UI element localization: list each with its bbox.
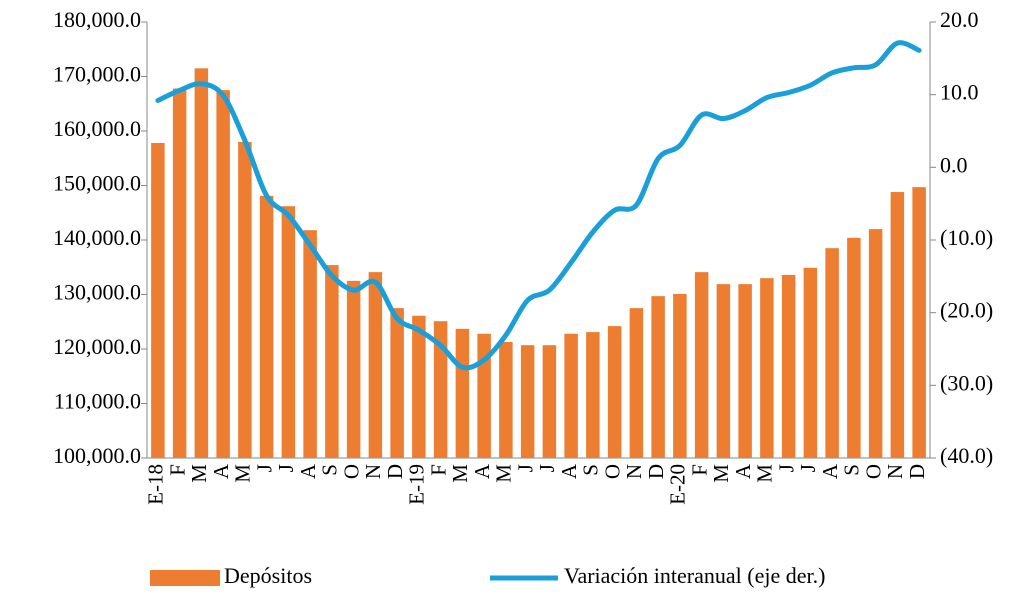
bar bbox=[564, 333, 578, 458]
line bbox=[155, 40, 922, 371]
bar bbox=[520, 345, 535, 458]
x-tick-label: J bbox=[252, 464, 276, 472]
bar bbox=[194, 68, 209, 458]
y-tick-label: 100,000.0 bbox=[53, 443, 141, 468]
x-tick-label: J bbox=[274, 464, 298, 472]
x-tick-label: D bbox=[383, 464, 407, 479]
bar bbox=[607, 326, 622, 458]
x-tick-label: M bbox=[709, 464, 733, 483]
x-tick-label: S bbox=[840, 464, 864, 476]
x-tick-label: A bbox=[818, 463, 842, 479]
x-tick-label: O bbox=[861, 464, 885, 479]
bar bbox=[216, 90, 230, 458]
bar bbox=[890, 192, 905, 459]
bar bbox=[346, 280, 361, 458]
x-tick-label: E-19 bbox=[405, 464, 429, 505]
y-tick-label: 180,000.0 bbox=[53, 7, 141, 32]
bar bbox=[868, 229, 883, 458]
x-tick-label: M bbox=[492, 464, 516, 483]
bar bbox=[716, 284, 731, 458]
bar bbox=[455, 328, 470, 458]
bar bbox=[847, 237, 861, 458]
x-tick-label: A bbox=[296, 463, 320, 479]
x-tick-label: S bbox=[318, 464, 342, 476]
legend-swatch bbox=[150, 570, 220, 586]
x-tick-label: O bbox=[600, 464, 624, 479]
bar bbox=[303, 230, 317, 458]
y-tick-label: 140,000.0 bbox=[53, 225, 141, 250]
x-tick-label: F bbox=[426, 464, 450, 476]
bar bbox=[151, 142, 165, 459]
bar bbox=[738, 284, 752, 458]
x-tick-label: E-18 bbox=[144, 464, 168, 505]
x-tick-label: A bbox=[557, 463, 581, 479]
x-tick-label: F bbox=[165, 464, 189, 476]
x-tick-label: A bbox=[209, 463, 233, 479]
bar bbox=[368, 272, 383, 458]
bar bbox=[499, 341, 513, 458]
x-tick-label: N bbox=[883, 464, 907, 479]
x-tick-label: A bbox=[470, 463, 494, 479]
bar bbox=[825, 248, 839, 458]
bar bbox=[433, 321, 448, 458]
x-tick-label: J bbox=[535, 464, 559, 472]
bar bbox=[259, 195, 274, 459]
x-tick-label: M bbox=[231, 464, 255, 483]
bar bbox=[586, 332, 600, 458]
legend-label: Variación interanual (eje der.) bbox=[564, 563, 825, 588]
y-tick-label: 160,000.0 bbox=[53, 116, 141, 141]
x-tick-label: S bbox=[579, 464, 603, 476]
bar bbox=[694, 272, 709, 458]
x-tick-label: D bbox=[644, 464, 668, 479]
bar bbox=[629, 308, 644, 458]
y-tick-label: 110,000.0 bbox=[54, 389, 141, 414]
y2-tick-label: 0.0 bbox=[940, 152, 968, 177]
bar bbox=[281, 206, 296, 458]
x-tick-label: D bbox=[905, 464, 929, 479]
x-tick-label: J bbox=[513, 464, 537, 472]
bar bbox=[673, 293, 687, 458]
y2-tick-label: 20.0 bbox=[940, 7, 979, 32]
x-tick-label: J bbox=[796, 464, 820, 472]
legend-label: Depósitos bbox=[224, 563, 312, 588]
x-tick-label: M bbox=[448, 464, 472, 483]
bar bbox=[238, 141, 252, 458]
x-tick-label: F bbox=[687, 464, 711, 476]
bar bbox=[781, 274, 796, 458]
x-tick-label: M bbox=[187, 464, 211, 483]
bar bbox=[325, 265, 339, 458]
x-tick-label: O bbox=[339, 464, 363, 479]
x-tick-label: J bbox=[774, 464, 798, 472]
x-tick-label: A bbox=[731, 463, 755, 479]
y2-tick-label: (20.0) bbox=[940, 298, 993, 323]
bar bbox=[651, 296, 665, 458]
bar bbox=[412, 315, 426, 458]
bar bbox=[760, 278, 774, 458]
bar bbox=[390, 308, 404, 458]
x-tick-label: M bbox=[753, 464, 777, 483]
y2-tick-label: 10.0 bbox=[940, 80, 979, 105]
y-tick-label: 120,000.0 bbox=[53, 334, 141, 359]
y2-tick-label: (30.0) bbox=[940, 370, 993, 395]
bar bbox=[542, 345, 557, 458]
bar bbox=[912, 187, 926, 458]
y-tick-label: 130,000.0 bbox=[53, 280, 141, 305]
x-tick-label: N bbox=[622, 464, 646, 479]
bar bbox=[803, 267, 818, 458]
y2-tick-label: (40.0) bbox=[940, 443, 993, 468]
bar bbox=[172, 88, 187, 459]
y2-tick-label: (10.0) bbox=[940, 225, 993, 250]
y-tick-label: 150,000.0 bbox=[53, 171, 141, 196]
x-tick-label: N bbox=[361, 464, 385, 479]
y-tick-label: 170,000.0 bbox=[53, 62, 141, 87]
x-tick-label: E-20 bbox=[666, 464, 690, 505]
